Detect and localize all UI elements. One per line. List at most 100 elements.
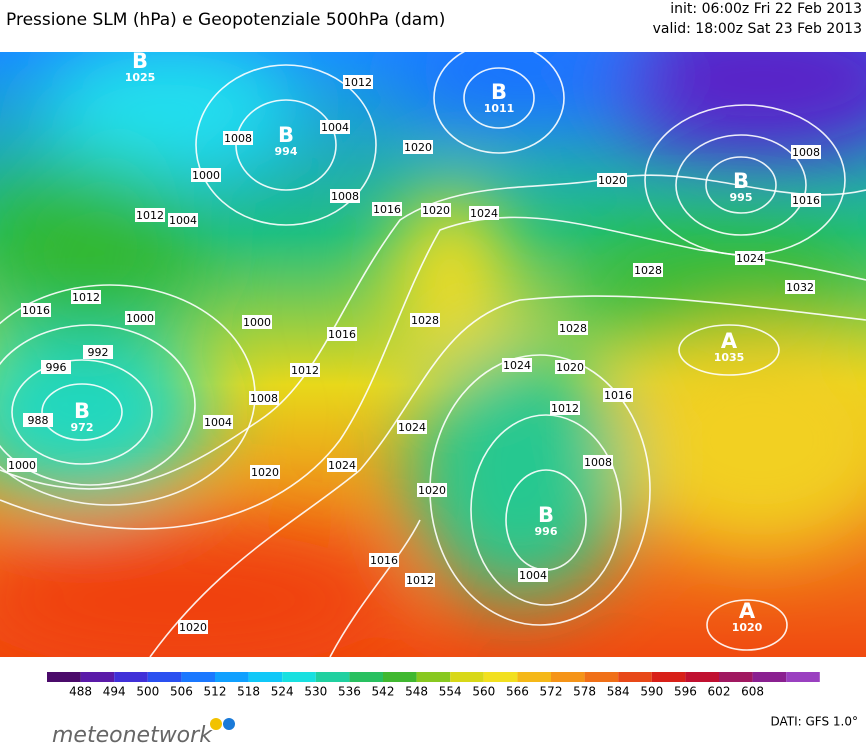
isobar-label-box bbox=[83, 345, 113, 359]
isobar-label: 1008 bbox=[584, 456, 612, 469]
colorbar-label: 578 bbox=[573, 685, 596, 699]
isobar-label-box bbox=[369, 553, 399, 567]
colorbar-label: 572 bbox=[540, 685, 563, 699]
colorbar-label: 566 bbox=[506, 685, 529, 699]
isobar-label-box bbox=[21, 303, 51, 317]
isobar-label: 1016 bbox=[373, 203, 401, 216]
isobar-label-box bbox=[583, 455, 613, 469]
isobar-label: 1024 bbox=[736, 252, 764, 265]
isobar-label-box bbox=[735, 251, 765, 265]
colorbar-segment bbox=[215, 672, 249, 682]
isobar-label: 1004 bbox=[204, 416, 232, 429]
colorbar-segment bbox=[80, 672, 115, 682]
colorbar-label: 500 bbox=[136, 685, 159, 699]
colorbar-segment bbox=[248, 672, 283, 682]
colorbar-segment bbox=[416, 672, 451, 682]
isobar-label-box bbox=[7, 458, 37, 472]
isobar-label-box bbox=[785, 280, 815, 294]
isobar-label: 1020 bbox=[404, 141, 432, 154]
center-pressure: 1020 bbox=[732, 621, 763, 634]
isobar-label-box bbox=[343, 75, 373, 89]
isobar-label: 1016 bbox=[604, 389, 632, 402]
isobar-label-box bbox=[558, 321, 588, 335]
colorbar-segment bbox=[282, 672, 316, 682]
colorbar-segment bbox=[551, 672, 585, 682]
isobar-label: 1008 bbox=[792, 146, 820, 159]
colorbar-label: 518 bbox=[237, 685, 260, 699]
isobar-label: 1020 bbox=[251, 466, 279, 479]
colorbar-label: 584 bbox=[607, 685, 630, 699]
colorbar-label: 608 bbox=[741, 685, 764, 699]
center-symbol: A bbox=[721, 329, 738, 353]
colorbar-segment bbox=[147, 672, 182, 682]
colorbar-segment bbox=[584, 672, 619, 682]
isobar-label-box bbox=[178, 620, 208, 634]
isobar-label-box bbox=[555, 360, 585, 374]
center-symbol: B bbox=[733, 169, 749, 193]
colorbar-label: 554 bbox=[439, 685, 462, 699]
colorbar-segment bbox=[450, 672, 484, 682]
isobar-label-box bbox=[502, 358, 532, 372]
colorbar-label: 596 bbox=[674, 685, 697, 699]
isobar-label: 992 bbox=[88, 346, 109, 359]
colorbar-label: 506 bbox=[170, 685, 193, 699]
colorbar-segment bbox=[181, 672, 215, 682]
isobar-label-box bbox=[633, 263, 663, 277]
isobar-label: 1028 bbox=[411, 314, 439, 327]
center-pressure: 1035 bbox=[714, 351, 745, 364]
colorbar-segment bbox=[651, 672, 686, 682]
isobar-label: 1012 bbox=[72, 291, 100, 304]
colorbar-label: 560 bbox=[472, 685, 495, 699]
title: Pressione SLM (hPa) e Geopotenziale 500h… bbox=[6, 10, 445, 30]
colorbar-label: 512 bbox=[204, 685, 227, 699]
isobar-label-box bbox=[71, 290, 101, 304]
center-symbol: B bbox=[74, 399, 90, 423]
isobar-label-box bbox=[421, 203, 451, 217]
colorbar-segment bbox=[786, 672, 820, 682]
isobar-label: 1024 bbox=[470, 207, 498, 220]
isobar-label: 1008 bbox=[331, 190, 359, 203]
isobar-label-box bbox=[469, 206, 499, 220]
center-pressure: 972 bbox=[71, 421, 94, 434]
isobar-label: 1020 bbox=[179, 621, 207, 634]
isobar-label-box bbox=[191, 168, 221, 182]
colorbar-label: 542 bbox=[372, 685, 395, 699]
colorbar-label: 494 bbox=[103, 685, 126, 699]
isobar-label-box bbox=[168, 213, 198, 227]
center-symbol: B bbox=[132, 49, 148, 73]
isobar-label: 1016 bbox=[370, 554, 398, 567]
isobar-label: 1016 bbox=[328, 328, 356, 341]
init-time: init: 06:00z Fri 22 Feb 2013 bbox=[670, 1, 862, 17]
isobar-label: 1012 bbox=[136, 209, 164, 222]
isobar-label: 1020 bbox=[556, 361, 584, 374]
center-symbol: B bbox=[491, 80, 507, 104]
colorbar-label: 524 bbox=[271, 685, 294, 699]
isobar-label: 1032 bbox=[786, 281, 814, 294]
isobar-label: 1024 bbox=[328, 459, 356, 472]
brand: meteonetwork bbox=[52, 723, 213, 747]
colorbar-label: 590 bbox=[640, 685, 663, 699]
isobar-label: 1016 bbox=[792, 194, 820, 207]
isobar-label-box bbox=[597, 173, 627, 187]
isobar-label-box bbox=[327, 327, 357, 341]
brand-dot bbox=[223, 718, 235, 730]
colorbar-segment bbox=[685, 672, 719, 682]
colorbar-label: 488 bbox=[69, 685, 92, 699]
map-labels: 1012 1008 1004 1020 1000 1012 1004 1008 1016 1020… bbox=[7, 49, 821, 634]
colorbar-segment bbox=[483, 672, 518, 682]
isobar-label-box bbox=[327, 458, 357, 472]
isobar-label: 1012 bbox=[406, 574, 434, 587]
colorbar-segment bbox=[383, 672, 417, 682]
center-pressure: 1025 bbox=[125, 71, 156, 84]
isobar-label: 1020 bbox=[422, 204, 450, 217]
isobar-label-box bbox=[372, 202, 402, 216]
center-symbol: A bbox=[739, 599, 756, 623]
isobar-label: 1000 bbox=[243, 316, 271, 329]
isobar-label: 1020 bbox=[418, 484, 446, 497]
isobar-label-box bbox=[791, 145, 821, 159]
isobar-label: 996 bbox=[46, 361, 67, 374]
isobar-label: 1024 bbox=[503, 359, 531, 372]
isobar-label: 1004 bbox=[321, 121, 349, 134]
isobar-label: 1024 bbox=[398, 421, 426, 434]
isobar-label: 1008 bbox=[250, 392, 278, 405]
